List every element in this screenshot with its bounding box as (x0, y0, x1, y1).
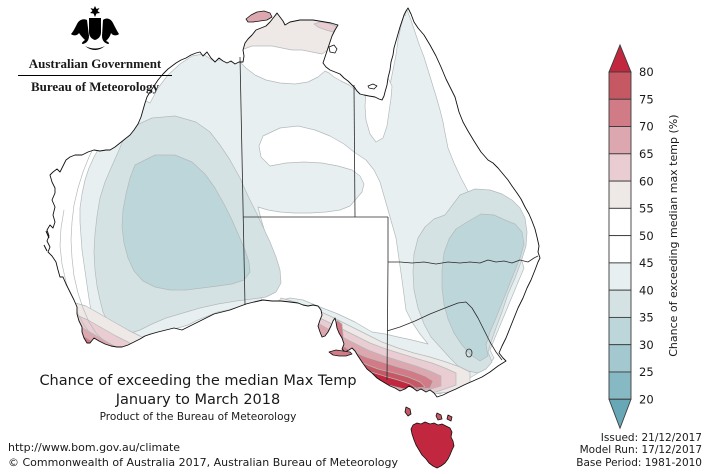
coat-of-arms-icon (71, 6, 119, 50)
kangaroo-island (328, 349, 353, 357)
groote-eylandt (328, 44, 338, 54)
colorbar-band (608, 316, 632, 346)
colorbar-tick-label: 20 (639, 392, 654, 406)
colorbar-tick-label: 60 (639, 174, 654, 188)
colorbar-top-arrow (608, 43, 632, 73)
colorbar-band (608, 180, 632, 209)
footer-left: http://www.bom.gov.au/climate © Commonwe… (8, 440, 398, 470)
colorbar-band (608, 126, 632, 155)
colorbar-band (608, 71, 632, 100)
logo-divider (18, 75, 172, 76)
contour-white-central (257, 125, 429, 345)
colorbar-tick-label: 40 (639, 283, 654, 297)
colorbar-bottom-arrow (608, 398, 632, 430)
colorbar-band (608, 207, 632, 237)
issued-date: Issued: 21/12/2017 (600, 431, 702, 444)
footer-meta: Issued: 21/12/2017 Model Run: 17/12/2017… (576, 432, 702, 470)
colorbar-tick-label: 55 (639, 202, 654, 216)
border-wa (239, 56, 246, 306)
bureau-label: Bureau of Meteorology (30, 79, 160, 94)
colorbar-tick-label: 50 (639, 229, 654, 243)
border-sa-nsw-vic (386, 261, 389, 381)
footer-copyright: © Commonwealth of Australia 2017, Austra… (8, 456, 398, 469)
border-nt-qld (353, 84, 356, 218)
colorbar-tick-label: 45 (639, 256, 654, 270)
colorbar-axis-label: Chance of exceeding median max temp (%) (667, 114, 680, 356)
colorbar-band (608, 153, 632, 182)
map-title: Chance of exceeding the median Max Temp (39, 373, 357, 389)
mornington-island (367, 83, 378, 90)
map-product-note: Product of the Bureau of Meteorology (99, 411, 297, 423)
contour-75-80-sw (81, 341, 101, 355)
colorbar-tick-label: 35 (639, 311, 654, 325)
border-nsw-vic (386, 301, 503, 361)
colorbar-tick-label: 70 (639, 120, 654, 134)
colorbar-band (608, 344, 632, 373)
flinders-island (435, 412, 443, 421)
colorbar-band (608, 262, 632, 291)
government-label: Australian Government (28, 56, 162, 71)
contour-30-35-wa (121, 154, 251, 291)
contour-line-west-50 (59, 209, 93, 337)
state-borders (239, 56, 539, 381)
border-qld-nsw (388, 255, 539, 265)
model-run-date: Model Run: 17/12/2017 (579, 444, 702, 456)
border-act (465, 348, 473, 358)
map-period: January to March 2018 (115, 392, 281, 408)
king-island (404, 406, 412, 417)
coastline (46, 7, 541, 398)
map-title-block: Chance of exceeding the median Max Temp … (28, 373, 368, 423)
shark-bay-islands (43, 230, 50, 252)
tiwi-islands (245, 10, 273, 23)
colorbar-band (608, 98, 632, 127)
cape-barren-island (446, 414, 453, 422)
colorbar-band (608, 235, 632, 264)
colorbar-tick-label: 65 (639, 147, 654, 161)
colorbar-svg: 80 75 70 65 60 55 50 45 40 35 30 25 20 Chance of exce… (608, 43, 680, 430)
colorbar-band (608, 371, 632, 400)
islands (43, 10, 455, 469)
colorbar-tick-label: 30 (639, 338, 654, 352)
footer-url: http://www.bom.gov.au/climate (8, 441, 181, 454)
base-period: Base Period: 1981-2010 (576, 456, 702, 469)
tasmania-island (410, 421, 455, 469)
colorbar-tick-label: 25 (639, 365, 654, 379)
colorbar-band (608, 289, 632, 318)
colorbar-tick-label: 75 (639, 92, 654, 106)
colorbar: 80 75 70 65 60 55 50 45 40 35 30 25 20 Chance of exce… (604, 40, 708, 440)
bom-logo: Australian Government Bureau of Meteorol… (10, 6, 180, 95)
colorbar-tick-label: 80 (639, 65, 654, 79)
contour-30-35-nsw (441, 213, 525, 362)
